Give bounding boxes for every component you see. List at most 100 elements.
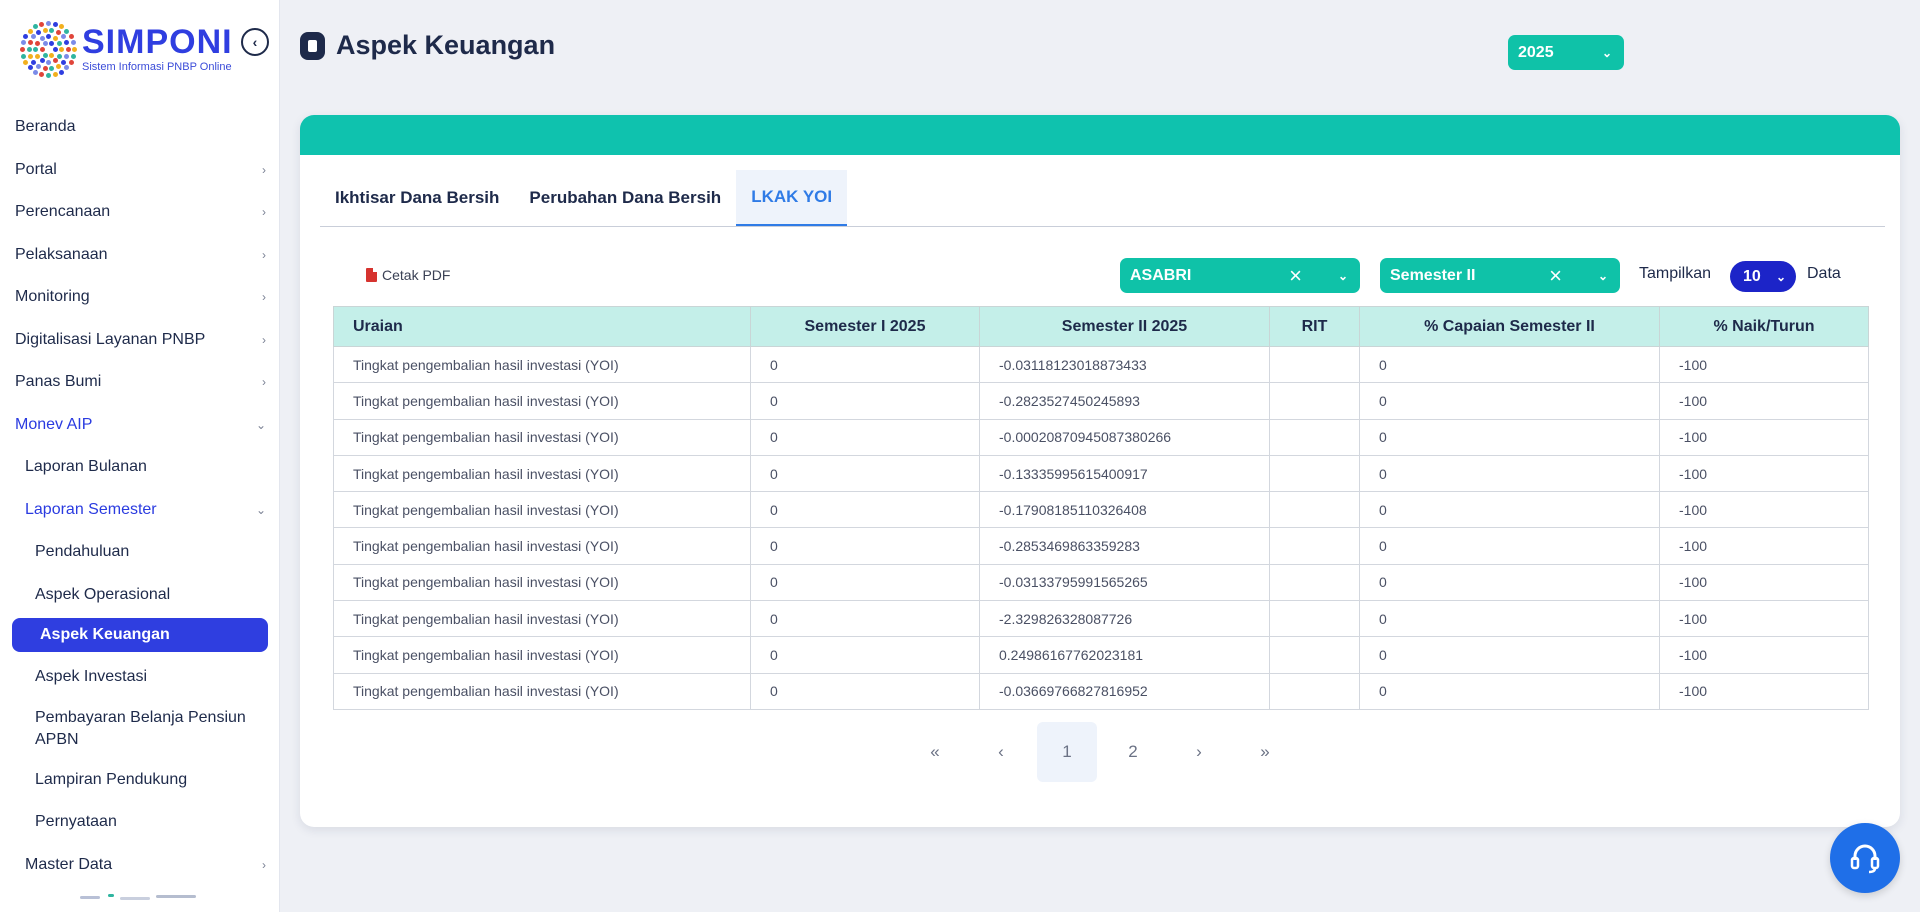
column-header[interactable]: % Capaian Semester II	[1359, 306, 1660, 347]
sidebar-item-portal[interactable]: Portal ›	[0, 149, 279, 192]
table-cell: 0	[750, 636, 980, 674]
table-row: Tingkat pengembalian hasil investasi (YO…	[333, 454, 1869, 493]
table-cell: 0.24986167762023181	[979, 636, 1270, 674]
sidebar-item-monev-aip[interactable]: Monev AIP ⌄	[0, 404, 279, 447]
column-header[interactable]: Semester I 2025	[750, 306, 980, 347]
logo-subtitle: Sistem Informasi PNBP Online	[82, 61, 232, 73]
sidebar-item-label: Laporan Semester	[25, 500, 157, 518]
table-cell: 0	[1359, 600, 1660, 638]
sidebar-item-master-data[interactable]: Master Data ›	[0, 844, 279, 887]
chevron-right-icon: ›	[262, 162, 266, 177]
sidebar-item-beranda[interactable]: Beranda	[0, 106, 279, 149]
column-header[interactable]: RIT	[1269, 306, 1360, 347]
next-page-button[interactable]: ›	[1196, 742, 1202, 761]
table-cell: -0.03133795991565265	[979, 563, 1270, 602]
sidebar-item-aspek-keuangan[interactable]: Aspek Keuangan	[12, 618, 268, 652]
sidebar-item-label: Monev AIP	[15, 415, 93, 433]
content-card: Ikhtisar Dana Bersih Perubahan Dana Bers…	[300, 115, 1900, 827]
table-cell	[1269, 345, 1360, 384]
sidebar-item-perencanaan[interactable]: Perencanaan ›	[0, 191, 279, 234]
table-cell: Tingkat pengembalian hasil investasi (YO…	[333, 527, 751, 565]
table-cell: 0	[750, 672, 980, 710]
sidebar-item-laporan-bulanan[interactable]: Laporan Bulanan	[0, 446, 279, 489]
sidebar-item-monitoring[interactable]: Monitoring ›	[0, 276, 279, 319]
table-cell: 0	[750, 382, 980, 420]
page-1-button[interactable]: 1	[1037, 722, 1097, 782]
sidebar-item-digitalisasi-layanan-pnbp[interactable]: Digitalisasi Layanan PNBP ›	[0, 319, 279, 362]
semester-select[interactable]: Semester II × ⌄	[1380, 258, 1620, 293]
table-cell: -0.17908185110326408	[979, 491, 1270, 529]
last-page-button[interactable]: »	[1260, 742, 1270, 761]
table-cell	[1269, 600, 1360, 638]
table-cell: -0.03118123018873433	[979, 345, 1270, 384]
sidebar-item-pernyataan[interactable]: Pernyataan	[0, 801, 279, 844]
tab-ikhtisar-dana-bersih[interactable]: Ikhtisar Dana Bersih	[335, 188, 500, 207]
table-cell: -100	[1659, 600, 1869, 638]
sidebar-item-label: Pelaksanaan	[15, 245, 108, 263]
sidebar-footer-graphic	[70, 888, 220, 908]
table-cell: 0	[1359, 527, 1660, 565]
chevron-right-icon: ›	[262, 857, 266, 872]
sidebar-item-lampiran-pendukung[interactable]: Lampiran Pendukung	[0, 759, 279, 802]
table-cell: 0	[750, 563, 980, 602]
table-cell: -0.2823527450245893	[979, 382, 1270, 420]
tab-bar: Ikhtisar Dana Bersih Perubahan Dana Bers…	[320, 170, 1885, 227]
chevron-right-icon: ›	[262, 247, 266, 262]
table-cell: -100	[1659, 527, 1869, 565]
collapse-sidebar-button[interactable]: ‹	[241, 28, 269, 56]
pagination: « ‹ 1 2 › »	[300, 722, 1900, 782]
table-cell: 0	[750, 345, 980, 384]
first-page-button[interactable]: «	[930, 742, 940, 761]
table-row: Tingkat pengembalian hasil investasi (YO…	[333, 527, 1869, 565]
prev-page-button[interactable]: ‹	[998, 742, 1004, 761]
print-pdf-label: Cetak PDF	[382, 267, 451, 283]
table-cell: -0.00020870945087380266	[979, 418, 1270, 456]
chevron-down-icon: ⌄	[1597, 268, 1608, 283]
print-pdf-button[interactable]: Cetak PDF	[366, 261, 450, 289]
tab-perubahan-dana-bersih[interactable]: Perubahan Dana Bersih	[529, 188, 722, 207]
app-logo[interactable]: SIMPONI Sistem Informasi PNBP Online	[18, 18, 233, 80]
table-cell: 0	[1359, 636, 1660, 674]
table-cell: 0	[1359, 345, 1660, 384]
column-header[interactable]: % Naik/Turun	[1659, 306, 1869, 347]
sidebar-item-aspek-investasi[interactable]: Aspek Investasi	[0, 656, 279, 699]
chevron-right-icon: ›	[262, 205, 266, 220]
table-cell	[1269, 418, 1360, 456]
page-header: Aspek Keuangan	[300, 30, 555, 61]
card-header-band	[300, 115, 1900, 155]
clear-icon[interactable]: ×	[1549, 262, 1562, 288]
table-cell	[1269, 491, 1360, 529]
sidebar-item-pembayaran-belanja-pensiun-apbn[interactable]: Pembayaran Belanja Pensiun APBN	[0, 699, 279, 759]
sidebar-item-label: Portal	[15, 160, 57, 178]
table-cell: -100	[1659, 563, 1869, 602]
sidebar-item-laporan-semester[interactable]: Laporan Semester ⌄	[0, 489, 279, 532]
clear-icon[interactable]: ×	[1289, 262, 1302, 288]
table-cell: -0.13335995615400917	[979, 454, 1270, 493]
chevron-down-icon: ⌄	[1601, 45, 1612, 60]
help-button[interactable]	[1830, 823, 1900, 893]
table-cell: 0	[1359, 563, 1660, 602]
show-label: Tampilkan	[1639, 265, 1712, 282]
sidebar-item-panas-bumi[interactable]: Panas Bumi ›	[0, 361, 279, 404]
sidebar-item-label: Aspek Operasional	[35, 585, 171, 603]
table-cell: Tingkat pengembalian hasil investasi (YO…	[333, 600, 751, 638]
sidebar-item-pelaksanaan[interactable]: Pelaksanaan ›	[0, 234, 279, 277]
tab-lkak-yoi[interactable]: LKAK YOI	[736, 170, 848, 226]
sidebar-item-pendahuluan[interactable]: Pendahuluan	[0, 531, 279, 574]
column-header[interactable]: Semester II 2025	[979, 306, 1270, 347]
table-header-row: Uraian Semester I 2025 Semester II 2025 …	[333, 306, 1869, 347]
sidebar-item-aspek-operasional[interactable]: Aspek Operasional	[0, 574, 279, 617]
page-size-value: 10	[1743, 267, 1761, 285]
table-cell: Tingkat pengembalian hasil investasi (YO…	[333, 563, 751, 602]
table-cell: -100	[1659, 636, 1869, 674]
sidebar-item-label: Panas Bumi	[15, 373, 102, 391]
year-select[interactable]: 2025 ⌄	[1508, 35, 1624, 70]
pdf-icon	[366, 268, 377, 282]
column-header[interactable]: Uraian	[333, 306, 751, 347]
table-row: Tingkat pengembalian hasil investasi (YO…	[333, 636, 1869, 674]
chevron-right-icon: ›	[262, 332, 266, 347]
page-2-button[interactable]: 2	[1128, 742, 1138, 761]
year-select-value: 2025	[1518, 43, 1554, 61]
page-size-select[interactable]: 10 ⌄	[1730, 261, 1796, 292]
entity-select[interactable]: ASABRI × ⌄	[1120, 258, 1360, 293]
